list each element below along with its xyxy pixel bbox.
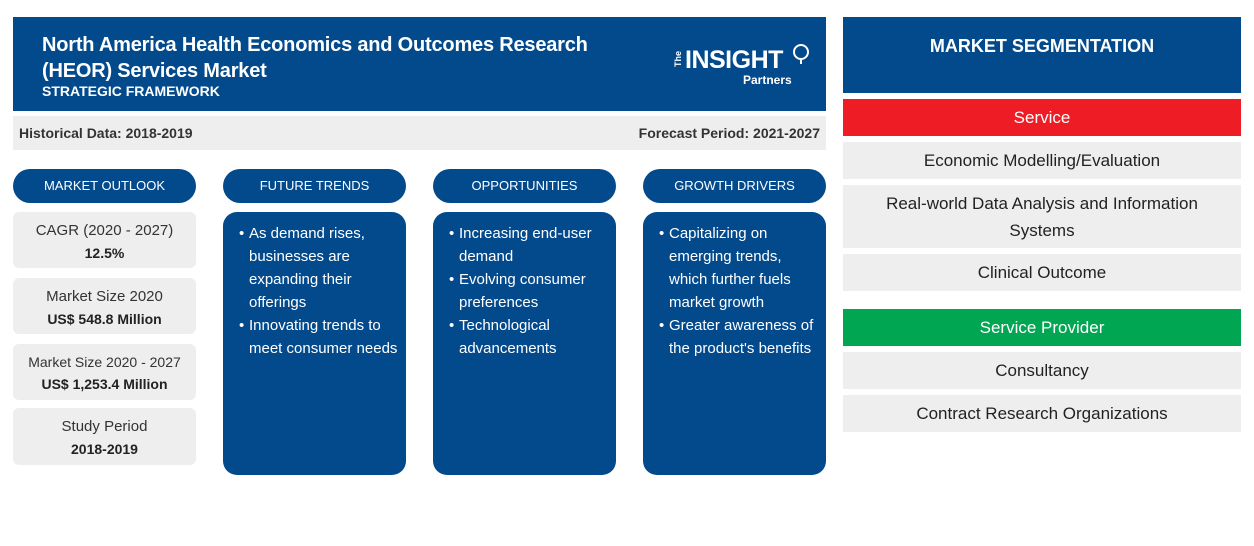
trend-item: Innovating trends to meet consumer needs: [239, 314, 400, 360]
forecast-period: Forecast Period: 2021-2027: [638, 125, 820, 141]
logo-insight: INSIGHT: [685, 46, 783, 74]
driver-item: Capitalizing on emerging trends, which f…: [659, 222, 820, 314]
market-segmentation-heading: MARKET SEGMENTATION: [843, 17, 1241, 93]
historical-data: Historical Data: 2018-2019: [19, 125, 193, 141]
stat-label: Study Period: [61, 418, 148, 435]
segment-item: Clinical Outcome: [843, 254, 1241, 291]
segment-category-service-provider: Service Provider: [843, 309, 1241, 346]
logo-partners: Partners: [743, 73, 792, 87]
future-trends-card: As demand rises, businesses are expandin…: [223, 212, 406, 475]
future-trends-heading: FUTURE TRENDS: [223, 169, 406, 203]
opportunity-item: Technological advancements: [449, 314, 610, 360]
stat-study-period: Study Period 2018-2019: [13, 408, 196, 465]
stat-value: 2018-2019: [71, 441, 138, 457]
stat-label: Market Size 2020: [46, 288, 163, 305]
stat-label: CAGR (2020 - 2027): [35, 222, 174, 239]
logo-bulb-icon: [793, 44, 809, 64]
stat-cagr: CAGR (2020 - 2027) 12.5%: [13, 212, 196, 268]
opportunity-item: Evolving consumer preferences: [449, 268, 610, 314]
stat-value: US$ 1,253.4 Million: [41, 376, 168, 392]
stat-value: US$ 548.8 Million: [47, 311, 162, 327]
insight-partners-logo: The INSIGHT Partners: [673, 44, 823, 89]
stat-value: 12.5%: [84, 245, 125, 261]
opportunities-heading: OPPORTUNITIES: [433, 169, 616, 203]
stat-market-size-2020: Market Size 2020 US$ 548.8 Million: [13, 278, 196, 334]
title-banner: North America Health Economics and Outco…: [13, 17, 826, 111]
page-subtitle: STRATEGIC FRAMEWORK: [42, 83, 220, 99]
opportunities-card: Increasing end-user demand Evolving cons…: [433, 212, 616, 475]
market-outlook-heading: MARKET OUTLOOK: [13, 169, 196, 203]
segment-category-service: Service: [843, 99, 1241, 136]
segment-item: Contract Research Organizations: [843, 395, 1241, 432]
stat-market-size-range: Market Size 2020 - 2027 US$ 1,253.4 Mill…: [13, 344, 196, 400]
opportunity-item: Increasing end-user demand: [449, 222, 610, 268]
growth-drivers-heading: GROWTH DRIVERS: [643, 169, 826, 203]
segment-item: Real-world Data Analysis and Information…: [843, 185, 1241, 248]
page-title: North America Health Economics and Outco…: [42, 34, 588, 82]
trend-item: As demand rises, businesses are expandin…: [239, 222, 400, 314]
segment-item: Economic Modelling/Evaluation: [843, 142, 1241, 179]
stat-label: Market Size 2020 - 2027: [28, 354, 181, 370]
logo-the: The: [673, 51, 683, 68]
growth-drivers-card: Capitalizing on emerging trends, which f…: [643, 212, 826, 475]
segment-item: Consultancy: [843, 352, 1241, 389]
period-bar: Historical Data: 2018-2019 Forecast Peri…: [13, 116, 826, 150]
driver-item: Greater awareness of the product's benef…: [659, 314, 820, 360]
